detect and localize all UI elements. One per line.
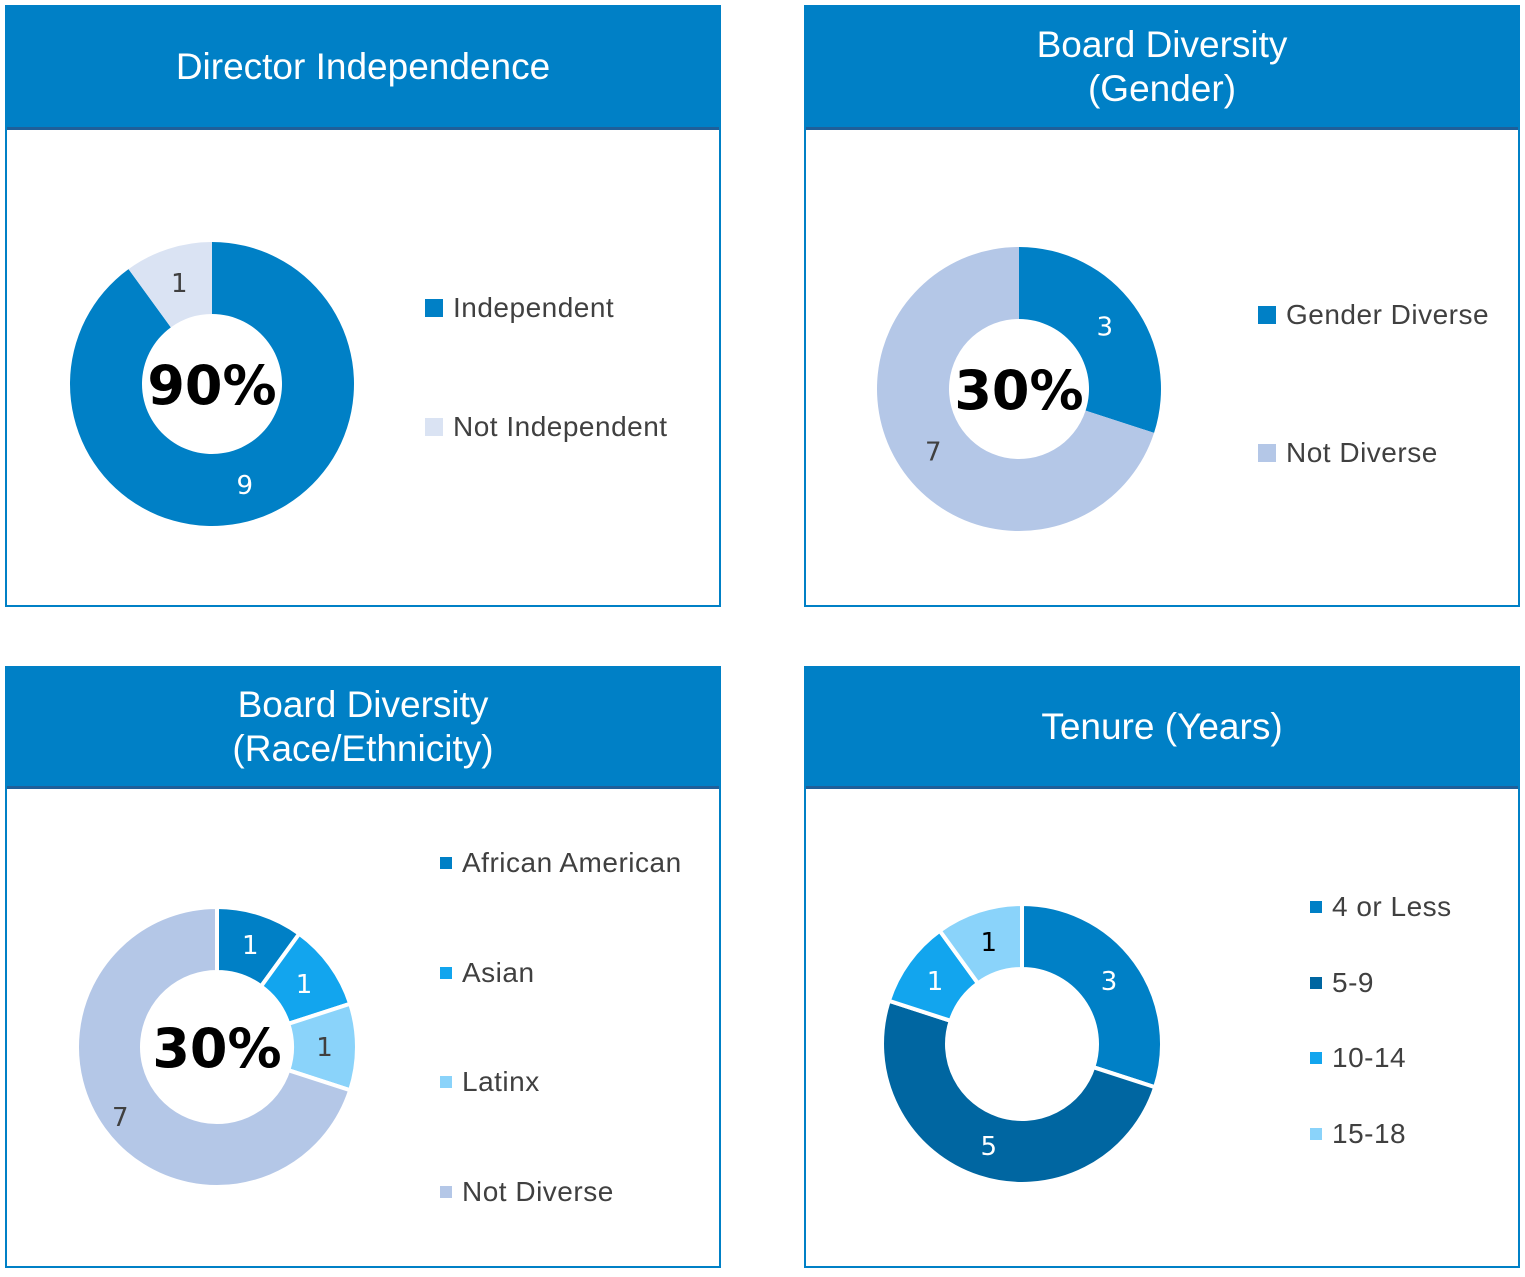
legend-item: African American <box>440 847 682 879</box>
legend-item: 10-14 <box>1310 1042 1406 1074</box>
legend-swatch <box>440 1186 452 1198</box>
data-label: 7 <box>925 437 942 467</box>
slice-4-or-less <box>1020 901 1164 1090</box>
chart-title-line: Director Independence <box>175 46 551 87</box>
legend-swatch <box>440 1076 452 1088</box>
legend-item: Gender Diverse <box>1258 299 1489 331</box>
legend-swatch <box>440 967 452 979</box>
legend-label: Not Diverse <box>1286 437 1438 468</box>
legend-label: Gender Diverse <box>1286 299 1490 330</box>
legend-item: 5-9 <box>1310 967 1374 999</box>
slice-5-9 <box>880 998 1158 1186</box>
legend-item: Latinx <box>440 1066 540 1098</box>
data-label: 1 <box>171 269 188 299</box>
legend-item: Not Diverse <box>1258 437 1438 469</box>
legend-swatch <box>425 299 443 317</box>
slice-gender-diverse <box>1019 247 1161 433</box>
slice-not-diverse <box>876 247 1155 531</box>
legend-item: Not Independent <box>425 411 668 443</box>
donut-chart: 3 5 1 1 <box>880 901 1164 1186</box>
legend-item: Asian <box>440 957 535 989</box>
data-label: 1 <box>927 967 944 997</box>
center-percentage: 30% <box>152 1017 281 1080</box>
chart-title-line: Board Diversity <box>1036 24 1288 65</box>
legend-label: 15-18 <box>1332 1118 1407 1149</box>
data-label: 3 <box>1096 313 1113 343</box>
chart-panel: Director Independence 9 1 90% Independent Not… <box>5 5 721 607</box>
legend-swatch <box>1310 1052 1322 1064</box>
chart-title-line: Board Diversity <box>237 684 489 725</box>
donut-chart: 9 1 90% <box>69 242 355 526</box>
center-percentage: 90% <box>147 354 276 417</box>
legend-item: 4 or Less <box>1310 891 1452 923</box>
center-percentage: 30% <box>954 359 1083 422</box>
chart-title-line: Tenure (Years) <box>1041 706 1283 747</box>
data-label: 7 <box>112 1103 129 1133</box>
chart-title: Board Diversity (Gender) <box>806 7 1518 130</box>
slice-not-independent <box>128 242 212 328</box>
slice-not-diverse <box>75 904 353 1189</box>
legend-swatch <box>425 418 443 436</box>
legend-item: Not Diverse <box>440 1176 614 1208</box>
chart-title: Board Diversity (Race/Ethnicity) <box>7 668 719 789</box>
legend-item: Independent <box>425 292 614 324</box>
legend-item: 15-18 <box>1310 1118 1406 1150</box>
legend-label: Not Independent <box>453 411 668 442</box>
legend-swatch <box>1310 977 1322 989</box>
legend-label: Not Diverse <box>462 1176 614 1207</box>
data-label: 9 <box>236 471 253 501</box>
data-label: 3 <box>1101 967 1118 997</box>
legend-label: 4 or Less <box>1332 891 1452 922</box>
legend-label: African American <box>462 847 682 878</box>
legend-label: 10-14 <box>1332 1042 1407 1073</box>
legend-label: Latinx <box>462 1066 540 1097</box>
data-label: 1 <box>981 928 998 958</box>
legend-label: Asian <box>462 957 535 988</box>
slice-15-18 <box>936 901 1024 987</box>
chart-title-line: (Gender) <box>1087 68 1237 109</box>
slice-independent <box>69 242 355 526</box>
data-label: 1 <box>316 1033 333 1063</box>
legend-swatch <box>1310 1128 1322 1140</box>
chart-title: Tenure (Years) <box>806 668 1518 789</box>
chart-title-line: (Race/Ethnicity) <box>232 728 494 769</box>
legend-swatch <box>1310 901 1322 913</box>
donut-chart: 3 7 30% <box>876 247 1161 531</box>
legend-swatch <box>440 857 452 869</box>
data-label: 5 <box>981 1132 998 1162</box>
data-label: 1 <box>242 931 259 961</box>
chart-panel: Board Diversity (Gender) 3 7 30% Gender Diver… <box>804 5 1520 607</box>
donut-chart: 1 1 1 7 30% <box>75 904 359 1189</box>
chart-panel: Board Diversity (Race/Ethnicity) 1 1 1 7 30% Af… <box>5 666 721 1268</box>
legend-swatch <box>1258 306 1276 324</box>
legend-label: Independent <box>453 292 615 323</box>
legend-swatch <box>1258 444 1276 462</box>
chart-title: Director Independence <box>7 7 719 130</box>
data-label: 1 <box>296 970 313 1000</box>
chart-panel: Tenure (Years) 3 5 1 1 4 or Less 5-9 10-14 15-18 <box>804 666 1520 1268</box>
legend-label: 5-9 <box>1332 967 1374 998</box>
